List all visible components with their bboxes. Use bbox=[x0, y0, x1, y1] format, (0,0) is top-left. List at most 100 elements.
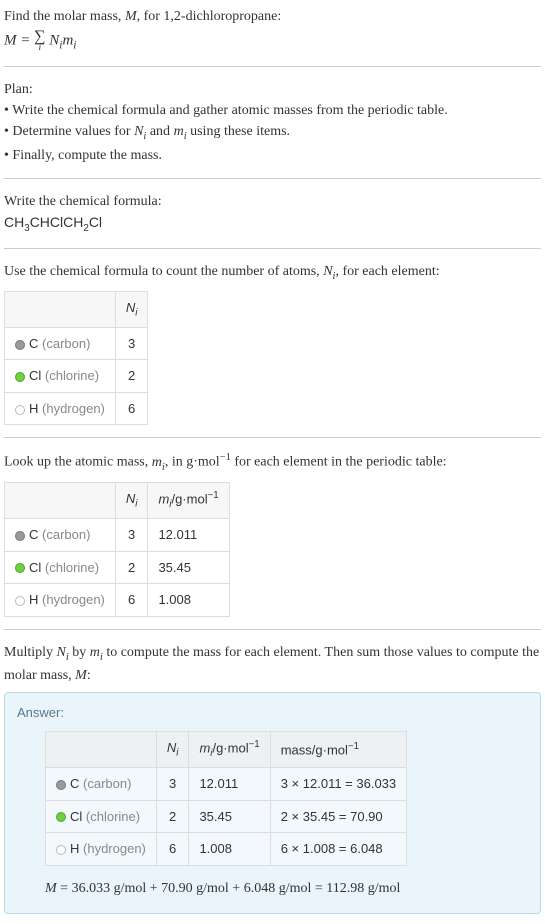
element-cell: C (carbon) bbox=[46, 768, 157, 801]
header-Ni: Ni bbox=[115, 291, 148, 327]
plan-text: and bbox=[146, 124, 173, 139]
count-text: Use the chemical formula to count the nu… bbox=[4, 261, 541, 285]
count-table: Ni C (carbon)3Cl (chlorine)2H (hydrogen)… bbox=[4, 291, 148, 426]
multiply-section: Multiply Ni by mi to compute the mass fo… bbox=[4, 642, 541, 914]
mi-cell: 12.011 bbox=[189, 768, 270, 801]
count-section: Use the chemical formula to count the nu… bbox=[4, 261, 541, 425]
text: Multiply bbox=[4, 645, 57, 660]
empty-header bbox=[5, 482, 116, 519]
header-mass: mass/g·mol−1 bbox=[270, 731, 406, 768]
text: for each element in the periodic table: bbox=[231, 455, 447, 470]
table-row: H (hydrogen)61.0086 × 1.008 = 6.048 bbox=[46, 833, 407, 866]
mass-cell: 2 × 35.45 = 70.90 bbox=[270, 800, 406, 833]
plan-bullet: • Write the chemical formula and gather … bbox=[4, 100, 541, 121]
divider bbox=[4, 629, 541, 630]
intro-text: Find the molar mass, bbox=[4, 9, 125, 24]
text: /g·mol bbox=[171, 491, 207, 506]
divider bbox=[4, 178, 541, 179]
mass-cell: 3 × 12.011 = 36.033 bbox=[270, 768, 406, 801]
subscript-i: i bbox=[73, 39, 76, 51]
empty-header bbox=[46, 731, 157, 768]
multiply-text: Multiply Ni by mi to compute the mass fo… bbox=[4, 642, 541, 687]
table-row: H (hydrogen)61.008 bbox=[5, 584, 230, 617]
element-cell: C (carbon) bbox=[5, 327, 116, 360]
header-Ni: Ni bbox=[115, 482, 148, 519]
var-mi: mi bbox=[90, 645, 103, 660]
sigma-icon: ∑i bbox=[34, 29, 45, 53]
answer-box: Answer: Ni mi/g·mol−1 mass/g·mol−1 C (ca… bbox=[4, 692, 541, 914]
chem-part: CH bbox=[4, 214, 24, 230]
table-row: C (carbon)3 bbox=[5, 327, 148, 360]
text: N bbox=[126, 300, 135, 315]
text: : bbox=[87, 668, 91, 683]
element-dot-icon bbox=[15, 563, 25, 573]
element-cell: H (hydrogen) bbox=[46, 833, 157, 866]
chem-part: Cl bbox=[89, 214, 102, 230]
var-M: M bbox=[45, 881, 57, 896]
Ni-cell: 3 bbox=[115, 327, 148, 360]
mi-cell: 1.008 bbox=[189, 833, 270, 866]
element-dot-icon bbox=[56, 845, 66, 855]
divider bbox=[4, 437, 541, 438]
Ni-cell: 3 bbox=[115, 519, 148, 552]
text: , for each element: bbox=[335, 264, 439, 279]
text: /g·mol bbox=[212, 740, 248, 755]
text: by bbox=[69, 645, 90, 660]
element-dot-icon bbox=[56, 812, 66, 822]
header-mi: mi/g·mol−1 bbox=[148, 482, 229, 519]
eq-lhs: M = bbox=[4, 32, 34, 48]
final-value: = 36.033 g/mol + 70.90 g/mol + 6.048 g/m… bbox=[57, 881, 401, 896]
intro-text: , for 1,2-dichloropropane: bbox=[137, 9, 282, 24]
var-M: M bbox=[125, 9, 137, 24]
Ni-cell: 6 bbox=[115, 584, 148, 617]
element-dot-icon bbox=[56, 780, 66, 790]
divider bbox=[4, 248, 541, 249]
text: , in g·mol bbox=[165, 455, 220, 470]
divider bbox=[4, 66, 541, 67]
chemical-formula: CH3CHClCH2Cl bbox=[4, 212, 541, 236]
element-dot-icon bbox=[15, 405, 25, 415]
element-dot-icon bbox=[15, 531, 25, 541]
var-Ni: Ni bbox=[134, 124, 146, 139]
element-cell: Cl (chlorine) bbox=[5, 360, 116, 393]
intro-line1: Find the molar mass, M, for 1,2-dichloro… bbox=[4, 6, 541, 27]
var-mi: mi bbox=[174, 124, 187, 139]
plan-bullet: • Finally, compute the mass. bbox=[4, 145, 541, 166]
eq-m: m bbox=[62, 32, 73, 48]
element-cell: H (hydrogen) bbox=[5, 584, 116, 617]
text: Use the chemical formula to count the nu… bbox=[4, 264, 323, 279]
plan-bullet: • Determine values for Ni and mi using t… bbox=[4, 121, 541, 145]
text: Look up the atomic mass, bbox=[4, 455, 152, 470]
table-row: C (carbon)312.011 bbox=[5, 519, 230, 552]
var-Ni: Ni bbox=[57, 645, 69, 660]
mi-cell: 12.011 bbox=[148, 519, 229, 552]
plan-section: Plan: • Write the chemical formula and g… bbox=[4, 79, 541, 166]
var-mi: mi bbox=[152, 455, 165, 470]
empty-header bbox=[5, 291, 116, 327]
mi-cell: 35.45 bbox=[189, 800, 270, 833]
text: m bbox=[158, 491, 169, 506]
mass-cell: 6 × 1.008 = 6.048 bbox=[270, 833, 406, 866]
var-M: M bbox=[75, 668, 87, 683]
Ni-cell: 6 bbox=[115, 392, 148, 425]
superscript: −1 bbox=[220, 452, 231, 463]
table-row: C (carbon)312.0113 × 12.011 = 36.033 bbox=[46, 768, 407, 801]
plan-text: using these items. bbox=[187, 124, 290, 139]
eq-N: N bbox=[49, 32, 59, 48]
lookup-section: Look up the atomic mass, mi, in g·mol−1 … bbox=[4, 450, 541, 616]
element-cell: C (carbon) bbox=[5, 519, 116, 552]
element-cell: Cl (chlorine) bbox=[5, 551, 116, 584]
chem-part: CHClCH bbox=[30, 214, 84, 230]
header-mi: mi/g·mol−1 bbox=[189, 731, 270, 768]
mi-cell: 35.45 bbox=[148, 551, 229, 584]
Ni-cell: 2 bbox=[115, 551, 148, 584]
element-dot-icon bbox=[15, 596, 25, 606]
Ni-cell: 3 bbox=[156, 768, 189, 801]
table-row: Cl (chlorine)2 bbox=[5, 360, 148, 393]
plan-text: • Determine values for bbox=[4, 124, 134, 139]
table-row: Cl (chlorine)235.452 × 35.45 = 70.90 bbox=[46, 800, 407, 833]
mi-cell: 1.008 bbox=[148, 584, 229, 617]
table-header-row: Ni mi/g·mol−1 mass/g·mol−1 bbox=[46, 731, 407, 768]
final-result: M = 36.033 g/mol + 70.90 g/mol + 6.048 g… bbox=[45, 878, 528, 899]
var-Ni: Ni bbox=[323, 264, 335, 279]
